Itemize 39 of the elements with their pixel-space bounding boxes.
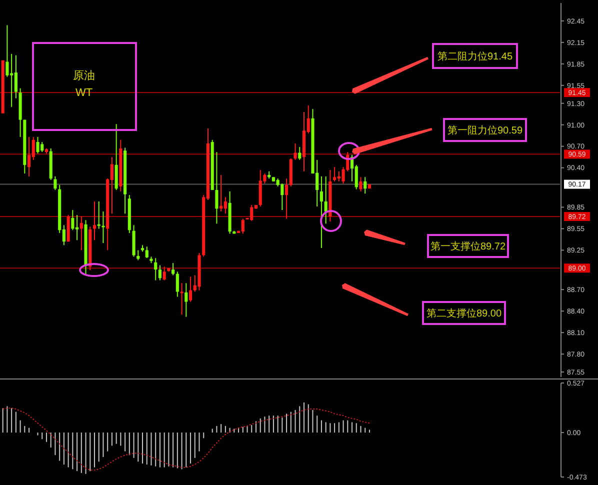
candlestick bbox=[280, 183, 284, 211]
annotation: 第二阻力位91.45 bbox=[437, 50, 513, 62]
candlestick bbox=[224, 196, 227, 214]
candlestick bbox=[184, 282, 188, 318]
candlestick bbox=[97, 200, 100, 230]
text: 原油 bbox=[73, 69, 95, 82]
candlestick bbox=[80, 216, 83, 251]
candlestick bbox=[241, 218, 244, 234]
candlestick bbox=[180, 282, 184, 316]
candlestick bbox=[188, 276, 192, 302]
candlestick bbox=[158, 264, 162, 281]
candlestick bbox=[114, 124, 118, 190]
candlestick bbox=[324, 176, 328, 224]
candlestick bbox=[145, 246, 148, 259]
candlestick bbox=[359, 176, 362, 192]
annotation: 第二支撑位89.00 bbox=[426, 308, 502, 320]
candlestick bbox=[14, 54, 18, 99]
candlestick bbox=[154, 258, 158, 281]
candlestick bbox=[172, 262, 175, 276]
candlestick bbox=[71, 210, 74, 231]
candlestick bbox=[298, 146, 302, 160]
candlestick bbox=[320, 176, 323, 249]
candlestick bbox=[136, 250, 140, 261]
candlestick bbox=[6, 24, 9, 78]
candlestick bbox=[92, 200, 96, 241]
candlestick bbox=[36, 136, 40, 154]
candlestick bbox=[176, 271, 179, 298]
candlestick bbox=[364, 176, 367, 194]
candlestick bbox=[28, 136, 31, 177]
annotation: 第一阻力位90.59 bbox=[447, 124, 523, 136]
candlestick bbox=[162, 266, 166, 281]
candlestick bbox=[285, 178, 288, 220]
candlestick bbox=[102, 210, 105, 244]
candlestick bbox=[333, 166, 336, 182]
annotation: 第一支撑位89.72 bbox=[430, 240, 506, 252]
candlestick bbox=[215, 152, 218, 224]
candlestick bbox=[294, 142, 297, 160]
candlestick bbox=[54, 176, 57, 190]
line-series bbox=[2, 408, 370, 471]
